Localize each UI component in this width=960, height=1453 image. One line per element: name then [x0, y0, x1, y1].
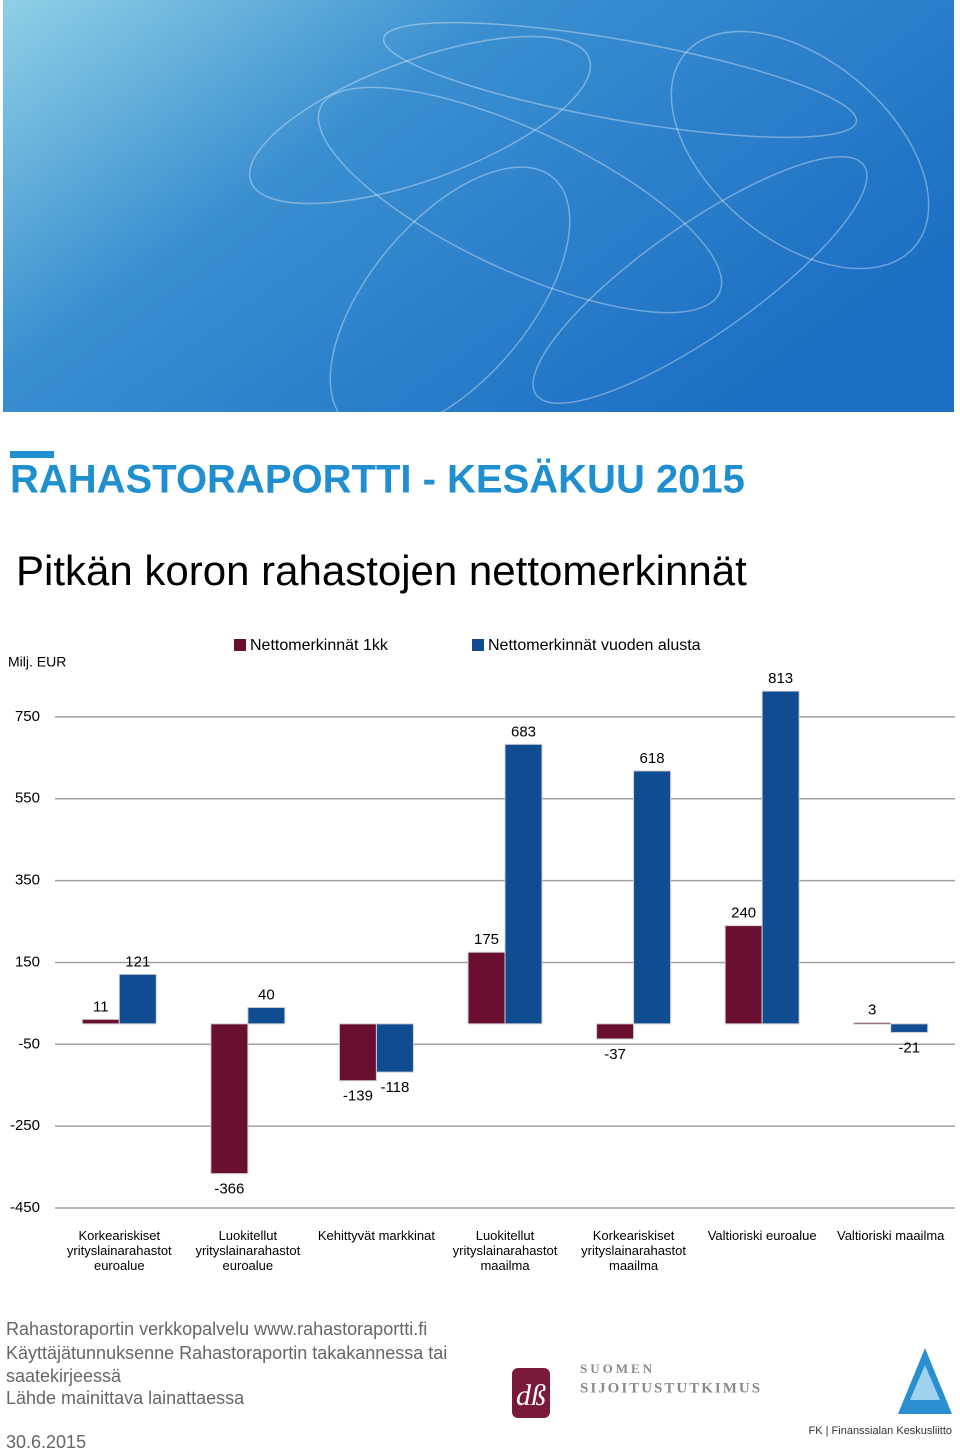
- footer-line: Lähde mainittava lainattaessa: [6, 1388, 245, 1408]
- cover-swirls: [248, 21, 930, 434]
- logo-dss: dß: [512, 1368, 550, 1418]
- y-tick-label: 350: [15, 872, 40, 889]
- value-label: -139: [343, 1088, 373, 1105]
- bar: [633, 770, 672, 1025]
- y-tick-label: 750: [15, 708, 40, 725]
- logo-text: SUOMEN: [580, 1361, 655, 1376]
- value-label: -118: [380, 1079, 409, 1096]
- footer-line: Rahastoraportin verkkopalvelu www.rahast…: [6, 1319, 427, 1339]
- footer-line: Käyttäjätunnuksenne Rahastoraportin taka…: [6, 1343, 447, 1363]
- bar: [247, 1006, 286, 1025]
- bar: [338, 1023, 377, 1082]
- subtitle: Pitkän koron rahastojen nettomerkinnät: [16, 547, 747, 594]
- bar: [81, 1018, 120, 1025]
- bar: [375, 1023, 414, 1073]
- value-label: 683: [511, 723, 536, 740]
- bar: [467, 951, 506, 1025]
- bar: [210, 1023, 249, 1175]
- cover-image: [3, 0, 954, 412]
- y-axis-label: Milj. EUR: [8, 654, 66, 670]
- y-tick-label: 550: [15, 790, 40, 807]
- y-tick-label: -450: [10, 1199, 40, 1216]
- value-label: 240: [731, 905, 756, 922]
- date: 30.6.2015: [6, 1432, 86, 1452]
- value-label: 3: [868, 1002, 876, 1019]
- value-label: 121: [125, 953, 150, 970]
- value-label: 11: [93, 998, 109, 1015]
- value-label: 175: [474, 931, 499, 948]
- y-tick-label: -50: [18, 1035, 40, 1052]
- value-label: 618: [640, 750, 665, 767]
- legend-label: Nettomerkinnät vuoden alusta: [488, 637, 701, 654]
- bar: [890, 1023, 929, 1033]
- legend-label: Nettomerkinnät 1kk: [250, 637, 389, 654]
- bar: [504, 743, 543, 1025]
- title-accent: [10, 451, 54, 458]
- logo-text: SIJOITUSTUTKIMUS: [580, 1380, 762, 1396]
- value-label: -366: [214, 1181, 244, 1198]
- x-tick-label: Valtioriski euroalue: [707, 1228, 817, 1243]
- x-tick-label: Korkeariskiset yrityslainarahastot maail…: [581, 1228, 686, 1273]
- bar: [853, 1022, 892, 1025]
- footer: Rahastoraportin verkkopalvelu www.rahast…: [6, 1319, 447, 1452]
- footer-line: saatekirjeessä: [6, 1366, 122, 1386]
- logo-text: FK | Finanssialan Keskusliitto: [809, 1425, 952, 1437]
- title: RAHASTORAPORTTI - KESÄKUU 2015: [10, 458, 745, 502]
- svg-text:dß: dß: [516, 1379, 546, 1412]
- value-label: 40: [258, 986, 275, 1003]
- y-tick-label: -250: [10, 1117, 40, 1134]
- x-tick-label: Luokitellut yrityslainarahastot maailma: [452, 1228, 558, 1273]
- legend-swatch: [234, 639, 246, 651]
- bar: [596, 1023, 635, 1040]
- bar: [724, 925, 763, 1025]
- y-tick-label: 150: [15, 953, 40, 970]
- logo-fk: [898, 1348, 952, 1414]
- value-label: 813: [768, 670, 793, 687]
- legend-swatch: [472, 639, 484, 651]
- x-tick-label: Luokitellut yrityslainarahastot euroalue: [195, 1228, 301, 1273]
- x-tick-label: Korkeariskiset yrityslainarahastot euroa…: [66, 1228, 172, 1273]
- value-label: -21: [898, 1039, 920, 1056]
- bar: [761, 690, 800, 1025]
- x-tick-label: Valtioriski maailma: [837, 1228, 945, 1243]
- bar: [118, 973, 157, 1025]
- value-label: -37: [604, 1046, 626, 1063]
- x-tick-label: Kehittyvät markkinat: [317, 1228, 435, 1243]
